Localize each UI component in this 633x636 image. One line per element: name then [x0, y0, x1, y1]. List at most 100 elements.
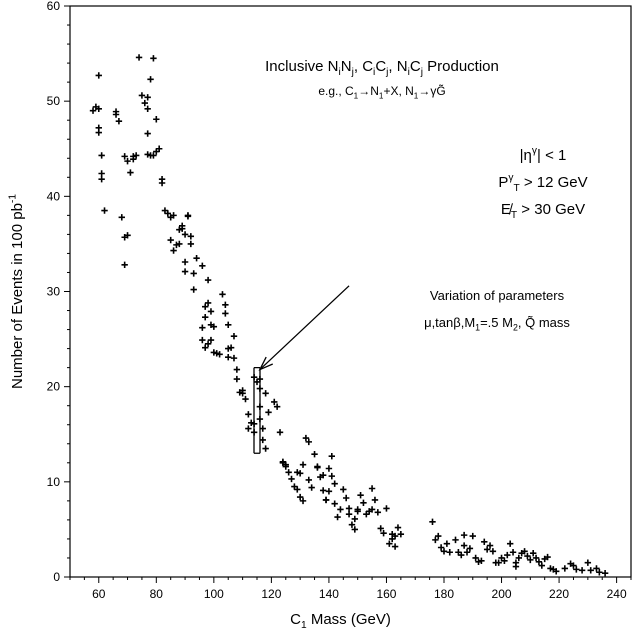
data-point — [322, 496, 330, 504]
data-point — [233, 366, 241, 373]
data-point — [319, 487, 327, 494]
range-bracket — [253, 366, 261, 454]
arrow-head — [258, 356, 274, 371]
data-point — [515, 554, 522, 562]
x-tick-label: 180 — [434, 587, 454, 601]
data-point — [225, 321, 232, 329]
data-point — [144, 94, 151, 101]
annotation-layer: Inclusive NiNj, CiCj, NiCj Production e.g… — [253, 58, 588, 454]
data-point — [204, 299, 212, 307]
data-point — [242, 395, 249, 403]
data-point — [357, 491, 364, 499]
data-point — [164, 210, 172, 217]
data-point — [199, 262, 206, 270]
data-point — [452, 536, 459, 544]
x-tick-label: 80 — [150, 587, 164, 601]
data-point — [296, 493, 304, 501]
data-point — [262, 390, 269, 397]
data-point — [199, 336, 206, 344]
x-tick-label: 100 — [204, 587, 224, 601]
data-point — [153, 116, 160, 123]
data-point — [342, 494, 350, 502]
data-point — [506, 540, 514, 547]
data-point — [495, 559, 502, 566]
data-point — [95, 129, 102, 136]
y-tick-label: 20 — [47, 380, 61, 394]
data-point — [121, 261, 128, 269]
data-point — [351, 515, 359, 523]
x-tick-label: 60 — [92, 587, 106, 601]
data-point — [524, 552, 531, 560]
data-point — [325, 488, 333, 495]
data-point — [204, 340, 212, 348]
data-point — [187, 233, 195, 240]
data-point — [299, 497, 307, 505]
data-point — [314, 464, 321, 471]
data-point — [132, 152, 140, 159]
data-point — [138, 92, 146, 99]
y-tick-label: 30 — [47, 285, 61, 299]
data-point — [199, 324, 206, 331]
data-point — [391, 543, 399, 550]
data-point — [210, 323, 218, 330]
y-tick-label: 50 — [47, 94, 61, 108]
arrow-line — [259, 285, 350, 371]
data-point — [319, 471, 327, 479]
x-tick-label: 240 — [607, 587, 627, 601]
data-point — [544, 553, 551, 561]
data-point — [587, 567, 594, 574]
data-point — [181, 258, 189, 266]
data-point — [305, 476, 312, 484]
data-point — [368, 506, 376, 513]
data-point — [101, 207, 108, 214]
y-tick-label: 40 — [47, 189, 61, 203]
data-point — [512, 563, 520, 570]
data-point — [397, 530, 405, 538]
data-point — [460, 531, 468, 539]
data-point — [478, 557, 485, 565]
data-point — [227, 344, 235, 351]
data-point — [155, 145, 163, 152]
data-point — [440, 548, 448, 555]
data-point — [529, 550, 537, 557]
data-point — [483, 546, 491, 553]
data-point — [276, 429, 284, 436]
data-point — [187, 240, 195, 248]
data-point — [463, 549, 471, 556]
data-point — [299, 461, 307, 468]
data-point — [95, 72, 102, 79]
data-point — [308, 484, 315, 491]
data-point — [150, 55, 157, 62]
data-point — [501, 557, 508, 565]
data-point — [553, 568, 560, 575]
data-point — [504, 551, 511, 559]
data-point — [429, 518, 436, 526]
data-point — [225, 353, 232, 361]
data-point — [265, 409, 272, 416]
data-point — [328, 472, 335, 480]
annotation-parameters: μ,tanβ,M1=.5 M2, Q̃ mass — [424, 315, 570, 333]
data-point — [578, 567, 586, 574]
data-point — [219, 291, 226, 298]
data-point — [360, 499, 367, 506]
data-point — [570, 562, 577, 569]
data-point — [469, 532, 476, 540]
points-layer — [89, 54, 609, 577]
x-tick-label: 120 — [261, 587, 281, 601]
y-tick-label: 10 — [47, 475, 61, 489]
data-point — [124, 232, 131, 239]
data-point — [176, 240, 183, 248]
data-point — [458, 551, 465, 559]
data-point — [351, 526, 359, 533]
x-axis-title: C1 Mass (GeV) — [290, 611, 391, 631]
data-point — [446, 549, 453, 556]
annotation-example: e.g., C1→N1+X, N1→γG̃ — [318, 83, 445, 100]
data-point — [144, 105, 151, 112]
data-point — [561, 565, 569, 572]
data-point — [181, 231, 189, 238]
data-point — [294, 486, 301, 493]
data-point — [207, 336, 215, 344]
data-point — [340, 486, 347, 493]
data-point — [124, 157, 131, 165]
data-point — [190, 286, 197, 293]
